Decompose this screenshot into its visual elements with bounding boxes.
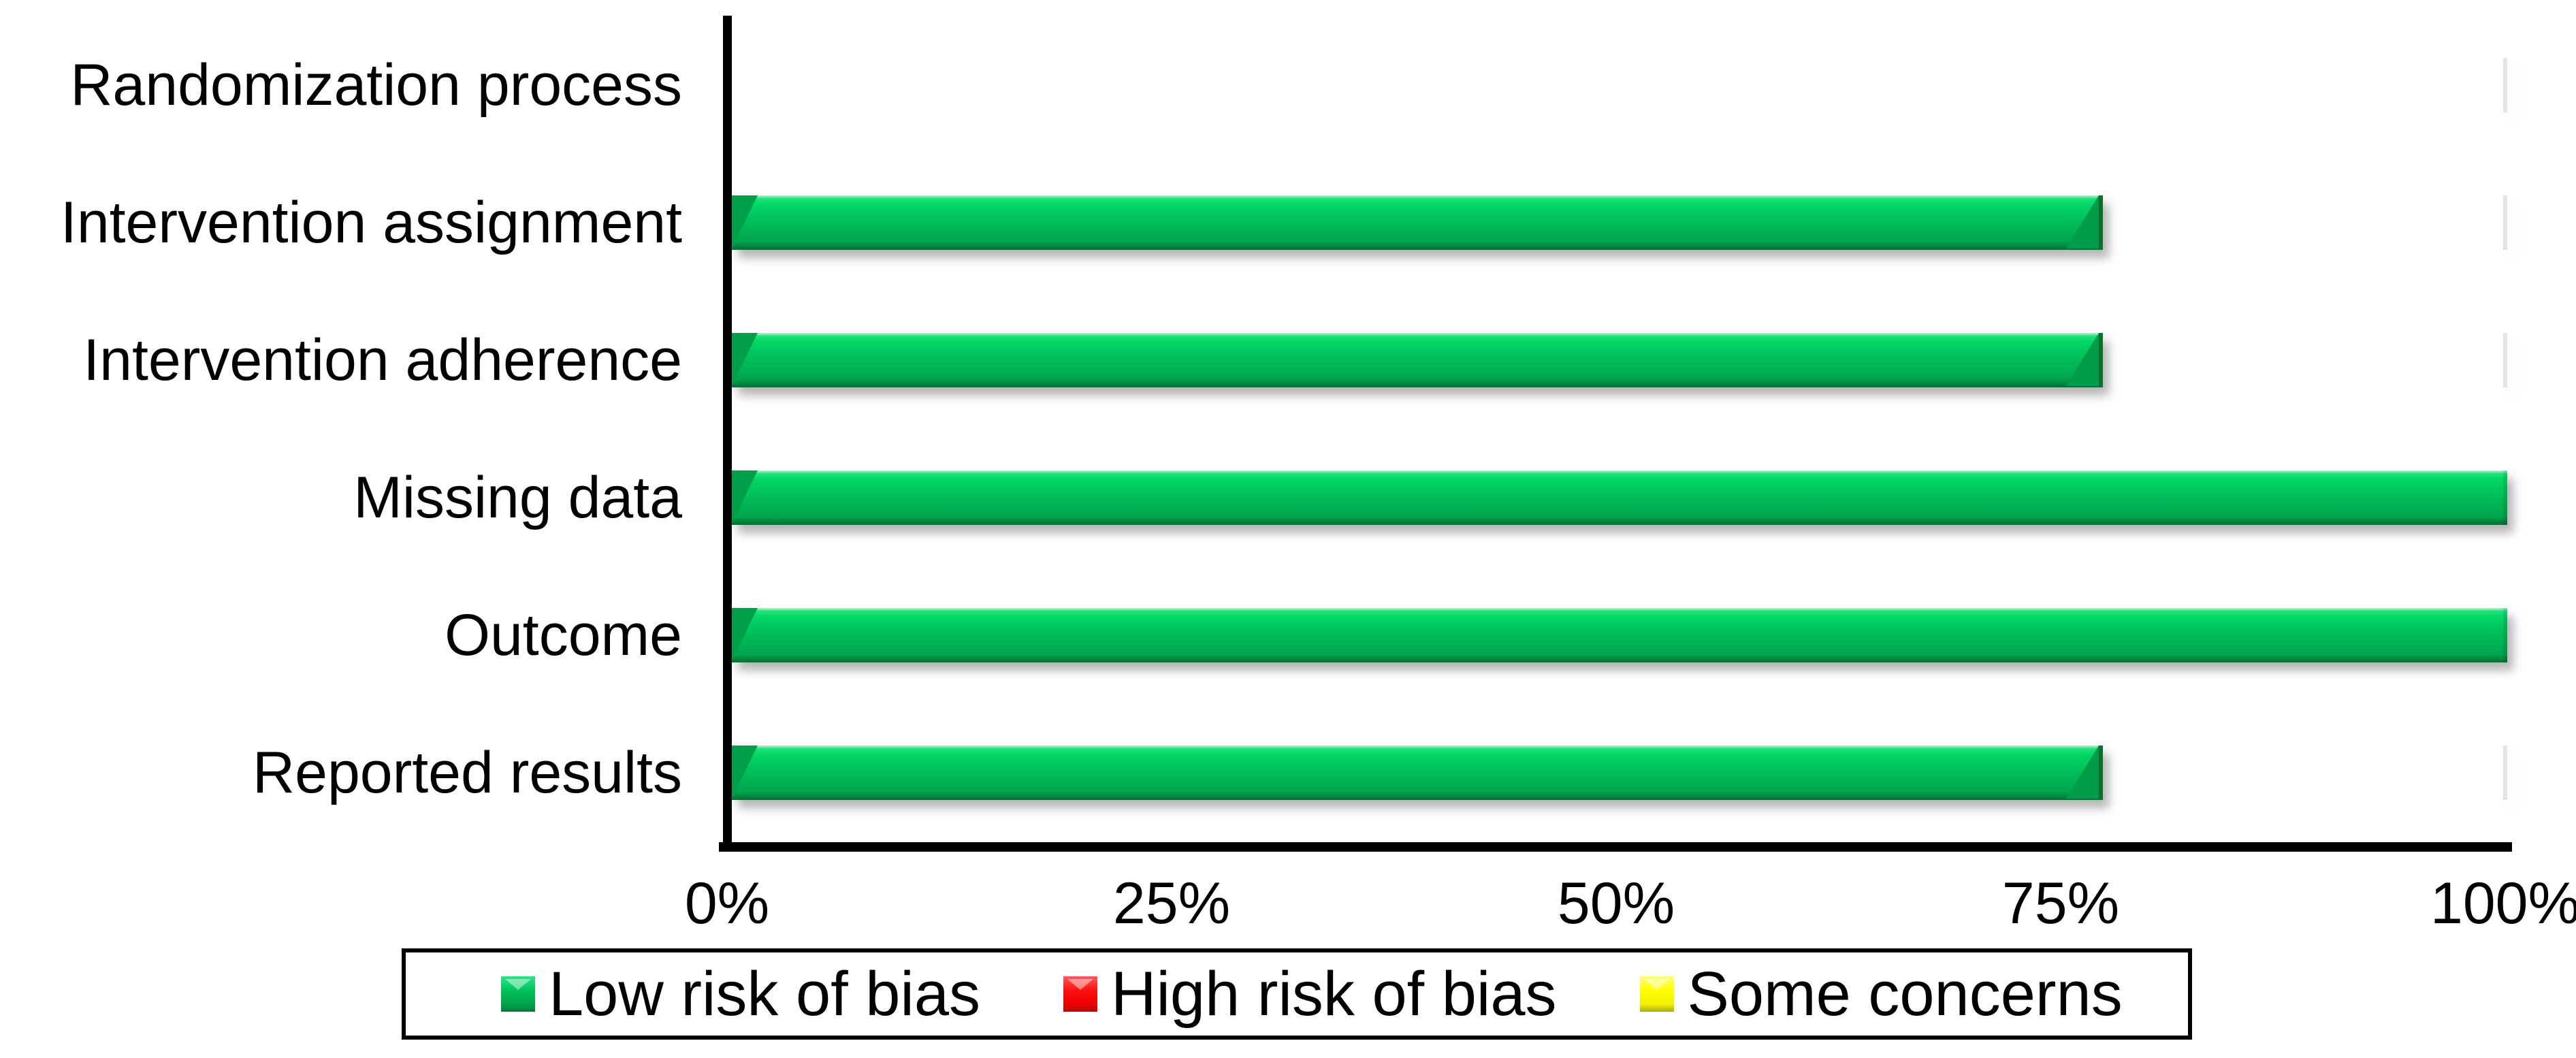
bar-intervention-adherence	[732, 333, 2507, 387]
legend-swatch-low-risk-of-bias	[501, 976, 535, 1012]
bar-segment-some-concerns-intervention-assignment	[2099, 195, 2507, 250]
category-label-randomization-process: Randomization process	[70, 52, 682, 118]
bar-segment-low-risk-of-bias-intervention-assignment	[732, 195, 2099, 250]
bar-reported-results	[732, 746, 2507, 800]
bar-segment-low-risk-of-bias-outcome	[732, 608, 2507, 662]
bar-outcome	[732, 608, 2507, 662]
x-tick-label-75: 75%	[2001, 871, 2120, 936]
x-tick-label-100: 100%	[2430, 871, 2576, 936]
legend-item-low-risk-of-bias: Low risk of bias	[501, 959, 980, 1030]
x-tick-label-50: 50%	[1557, 871, 1675, 936]
category-label-intervention-assignment: Intervention assignment	[60, 190, 682, 255]
legend-label-some-concerns: Some concerns	[1687, 959, 2123, 1029]
bar-missing-data	[732, 470, 2507, 525]
bar-segment-low-risk-of-bias-intervention-adherence	[732, 333, 2099, 387]
category-label-intervention-adherence: Intervention adherence	[83, 327, 682, 393]
legend-swatch-some-concerns	[1639, 976, 1674, 1012]
x-tick-label-0: 0%	[684, 871, 770, 936]
x-axis-line	[719, 842, 2512, 852]
legend-item-high-risk-of-bias: High risk of bias	[1063, 959, 1557, 1030]
category-label-missing-data: Missing data	[353, 465, 682, 530]
category-label-outcome: Outcome	[445, 603, 682, 668]
legend-label-low-risk-of-bias: Low risk of bias	[549, 959, 981, 1029]
bar-segment-low-risk-of-bias-missing-data	[732, 470, 2507, 525]
legend-box: Low risk of bias High risk of bias Some co…	[402, 948, 2192, 1040]
bar-segment-some-concerns-reported-results	[2099, 746, 2507, 800]
bar-segment-low-risk-of-bias-reported-results	[732, 746, 2099, 800]
bar-intervention-assignment	[732, 195, 2507, 250]
bar-randomization-process	[732, 58, 2507, 112]
bar-segment-some-concerns-intervention-adherence	[2099, 333, 2507, 387]
category-label-reported-results: Reported results	[253, 740, 682, 805]
legend-item-some-concerns: Some concerns	[1639, 959, 2123, 1030]
bar-segment-some-concerns-randomization-process	[732, 58, 2507, 112]
legend-label-high-risk-of-bias: High risk of bias	[1111, 959, 1557, 1029]
x-tick-label-25: 25%	[1112, 871, 1231, 936]
y-axis-line	[723, 16, 732, 852]
legend-swatch-high-risk-of-bias	[1063, 976, 1098, 1012]
